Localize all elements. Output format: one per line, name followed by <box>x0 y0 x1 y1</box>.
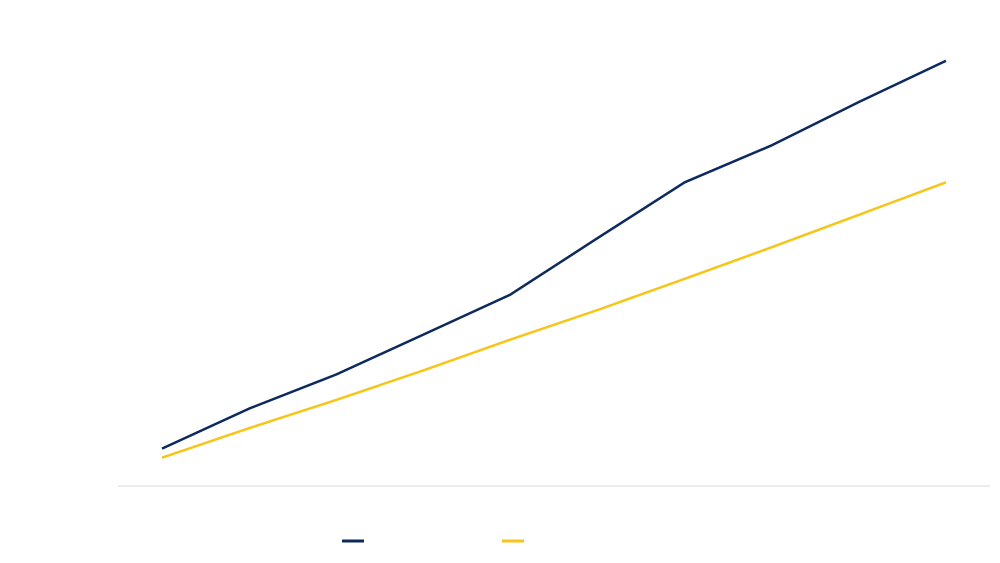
series-1-line <box>161 59 947 450</box>
series-2-line <box>161 181 947 459</box>
plot-area <box>161 59 947 459</box>
